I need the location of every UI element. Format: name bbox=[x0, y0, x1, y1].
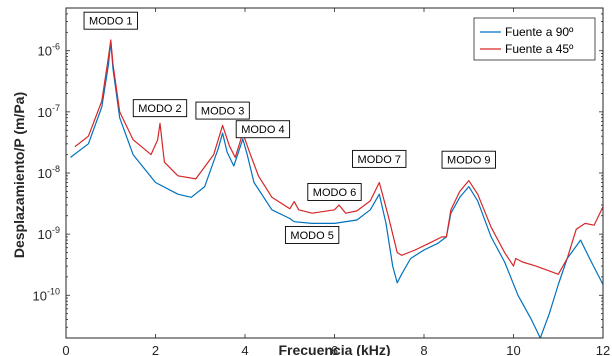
mode-annotation-label: MODO 9 bbox=[447, 155, 490, 167]
mode-annotation-box bbox=[284, 225, 340, 244]
mode-annotation-label: MODO 1 bbox=[89, 16, 132, 28]
x-axis-label: Frecuencia (kHz) bbox=[278, 342, 390, 356]
mode-annotation-box bbox=[235, 120, 291, 139]
legend-box bbox=[473, 17, 596, 61]
mode-annotation: MODO 1 bbox=[83, 11, 138, 30]
y-tick-label: 10-9 bbox=[38, 225, 60, 242]
mode-annotation-label: MODO 2 bbox=[138, 103, 181, 115]
x-tick-label: 0 bbox=[62, 343, 69, 356]
mode-annotation-label: MODO 6 bbox=[313, 187, 356, 199]
x-tick-label: 4 bbox=[241, 343, 248, 356]
mode-annotation-label: MODO 5 bbox=[290, 230, 333, 242]
y-tick-label: 10-8 bbox=[38, 164, 60, 181]
mode-annotation: MODO 6 bbox=[307, 182, 362, 201]
legend: Fuente a 90º Fuente a 45º bbox=[473, 17, 596, 61]
mode-annotation-box bbox=[441, 150, 496, 169]
mode-annotation-box bbox=[132, 99, 188, 118]
annotation-layer: MODO 1 MODO 2 MODO 3 MODO 4 MODO 5 MODO 6 MODO… bbox=[83, 11, 496, 244]
mode-annotation: MODO 3 bbox=[195, 101, 250, 120]
mode-annotation-box bbox=[352, 149, 407, 168]
mode-annotation: MODO 4 bbox=[235, 120, 291, 139]
legend-label-series-2: Fuente a 45º bbox=[505, 42, 574, 56]
mode-annotation: MODO 5 bbox=[284, 225, 340, 244]
mode-annotation-box bbox=[195, 101, 250, 120]
x-tick-label: 10 bbox=[506, 343, 520, 356]
series-line-1 bbox=[70, 41, 603, 338]
y-axis-label: Desplazamiento/P (m/Pa) bbox=[11, 92, 27, 258]
mode-annotation-box bbox=[83, 11, 138, 30]
mode-annotation: MODO 2 bbox=[132, 99, 188, 118]
series-layer bbox=[70, 39, 603, 338]
y-tick-label: 10-10 bbox=[33, 286, 60, 303]
x-tick-label: 2 bbox=[152, 343, 159, 356]
x-tick-label: 12 bbox=[596, 343, 610, 356]
mode-annotation-label: MODO 4 bbox=[241, 124, 284, 136]
x-tick-label: 8 bbox=[420, 343, 427, 356]
mode-annotation-label: MODO 3 bbox=[201, 106, 244, 118]
y-tick-label: 10-7 bbox=[38, 103, 60, 120]
y-axis-ticks: 10-10 10-9 10-8 10-7 10-6 bbox=[33, 7, 603, 339]
series-line-2 bbox=[74, 39, 603, 275]
x-tick-label: 6 bbox=[331, 343, 338, 356]
legend-label-series-1: Fuente a 90º bbox=[505, 25, 574, 39]
mode-annotation-label: MODO 7 bbox=[358, 154, 401, 166]
y-tick-label: 10-6 bbox=[38, 42, 60, 59]
mode-annotation: MODO 9 bbox=[441, 150, 496, 169]
x-axis-ticks: 0 2 4 6 8 10 12 bbox=[62, 8, 610, 356]
mode-annotation: MODO 7 bbox=[352, 149, 407, 168]
mode-annotation-box bbox=[307, 182, 362, 201]
